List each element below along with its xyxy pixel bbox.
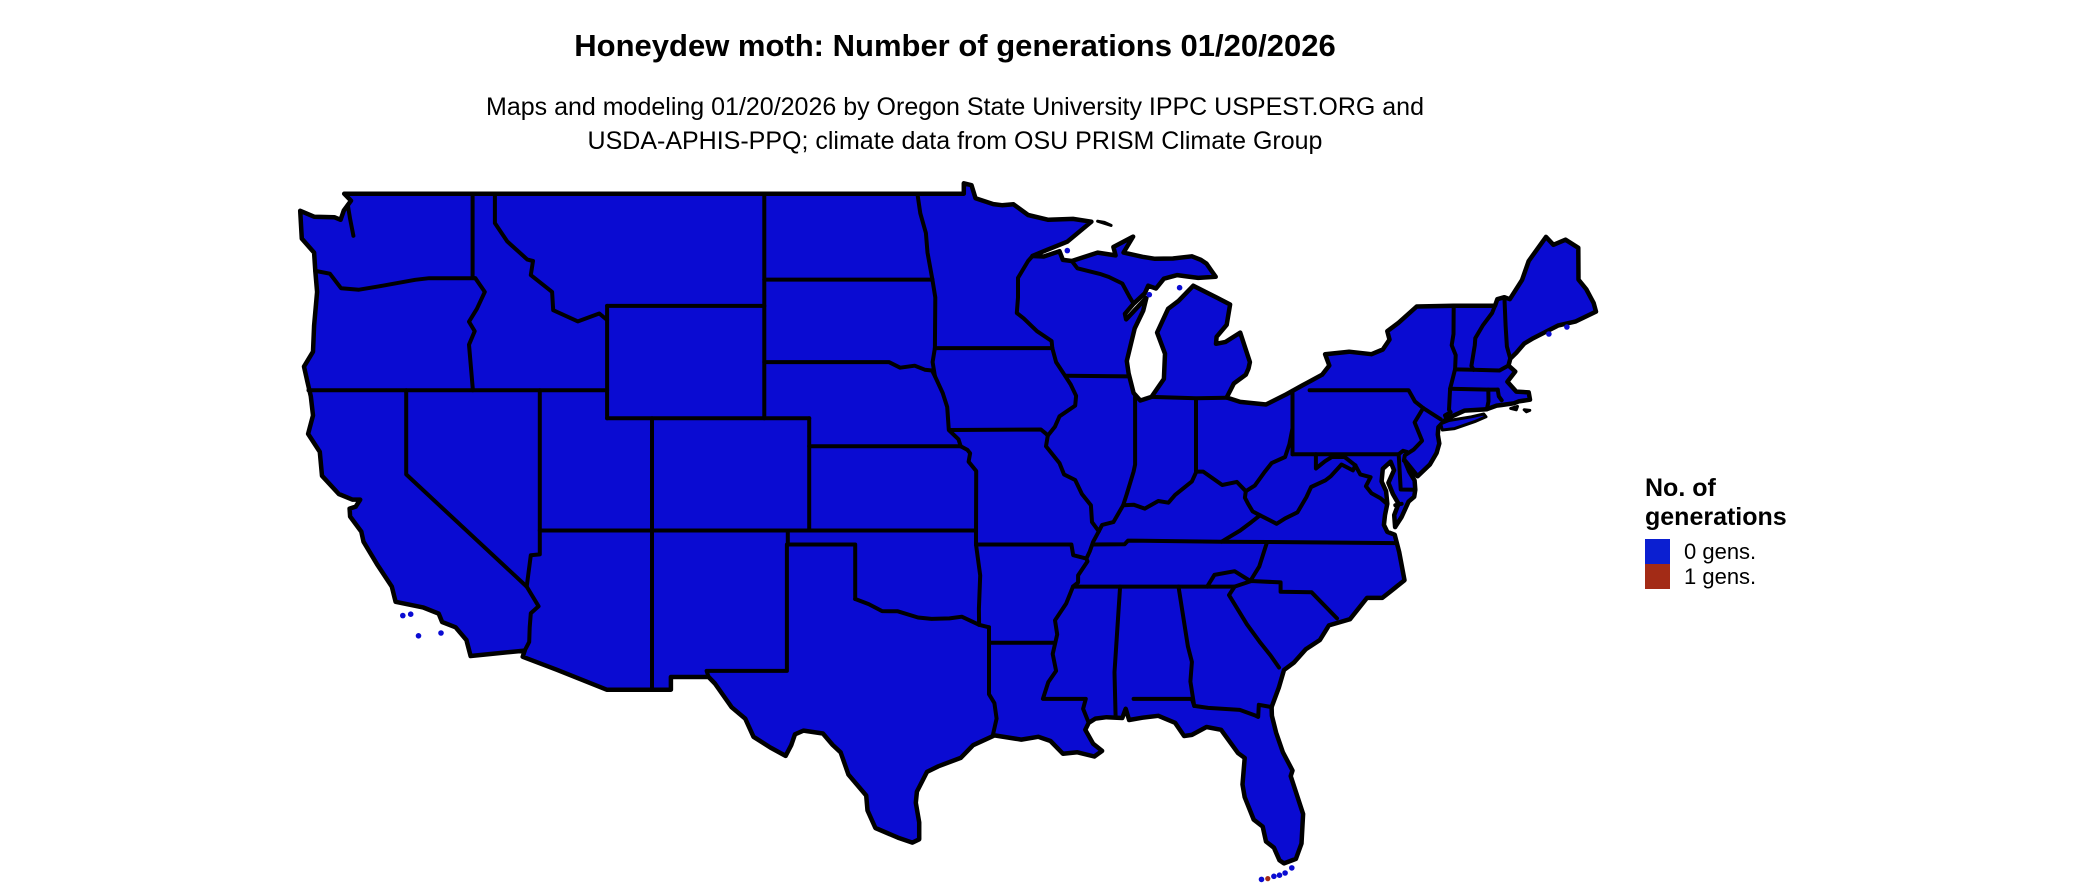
header: Honeydew moth: Number of generations 01/… bbox=[0, 28, 1910, 158]
legend-swatch-0-gens bbox=[1645, 539, 1670, 564]
legend-title: No. of generations bbox=[1645, 474, 1787, 532]
marthas-vineyard bbox=[1509, 404, 1519, 412]
island-speck bbox=[438, 630, 444, 636]
state-border bbox=[958, 444, 979, 547]
island-speck bbox=[1146, 291, 1153, 298]
state-border bbox=[704, 542, 789, 679]
state-border bbox=[1258, 462, 1358, 526]
legend-title-line2: generations bbox=[1645, 503, 1787, 531]
island-speck bbox=[1282, 870, 1288, 876]
state-border bbox=[1176, 584, 1197, 708]
one-gens-marker-florida-keys bbox=[1265, 876, 1271, 882]
island-speck bbox=[1271, 873, 1277, 880]
state-border bbox=[1495, 387, 1504, 403]
legend: No. of generations 0 gens. 1 gens. bbox=[1645, 474, 1787, 589]
state-border bbox=[1448, 386, 1500, 392]
state-border bbox=[1063, 373, 1132, 379]
legend-item-1-gens: 1 gens. bbox=[1645, 564, 1787, 589]
state-border bbox=[492, 191, 610, 324]
legend-label-1-gens: 1 gens. bbox=[1684, 563, 1757, 589]
legend-swatch-1-gens bbox=[1645, 564, 1670, 589]
island-speck bbox=[1289, 865, 1295, 871]
state-border bbox=[1014, 254, 1101, 725]
state-border bbox=[930, 346, 963, 449]
state-border bbox=[313, 268, 478, 292]
state-border bbox=[853, 597, 991, 630]
legend-title-line1: No. of bbox=[1645, 474, 1716, 502]
state-border bbox=[1307, 388, 1426, 411]
state-border bbox=[915, 191, 935, 282]
state-border bbox=[1121, 426, 1295, 511]
state-border bbox=[1069, 259, 1136, 306]
state-border bbox=[1096, 394, 1138, 534]
state-border bbox=[1227, 584, 1281, 670]
isle-royale bbox=[1096, 219, 1113, 227]
nantucket bbox=[1522, 408, 1532, 414]
state-border bbox=[345, 202, 356, 238]
state-border bbox=[1443, 303, 1458, 421]
island-speck bbox=[1276, 872, 1283, 878]
state-border bbox=[785, 528, 858, 601]
long-island bbox=[1439, 412, 1488, 432]
island-speck bbox=[1064, 247, 1071, 254]
us-outline bbox=[297, 181, 1599, 866]
map-attribution-line2: USDA-APHIS-PPQ; climate data from OSU PR… bbox=[587, 127, 1323, 155]
state-border bbox=[1353, 463, 1389, 506]
state-border bbox=[1149, 394, 1229, 401]
state-border bbox=[1090, 538, 1399, 547]
map-attribution: Maps and modeling 01/20/2026 by Oregon S… bbox=[0, 90, 1910, 158]
state-border bbox=[974, 542, 983, 627]
state-border bbox=[1219, 489, 1262, 544]
state-border bbox=[404, 388, 541, 653]
legend-item-0-gens: 0 gens. bbox=[1645, 539, 1787, 564]
state-border bbox=[1396, 452, 1418, 492]
state-border bbox=[1205, 540, 1270, 589]
state-border bbox=[1502, 295, 1513, 361]
state-border bbox=[1484, 387, 1491, 412]
island-speck bbox=[1176, 284, 1183, 291]
map-title: Honeydew moth: Number of generations 01/… bbox=[574, 28, 1336, 63]
legend-label-0-gens: 0 gens. bbox=[1684, 538, 1757, 564]
us-map bbox=[297, 181, 1599, 883]
state-border bbox=[524, 388, 542, 589]
map-attribution-line1: Maps and modeling 01/20/2026 by Oregon S… bbox=[486, 93, 1424, 121]
state-border bbox=[987, 625, 999, 738]
state-border bbox=[1393, 501, 1404, 508]
island-speck bbox=[400, 612, 406, 619]
island-speck bbox=[407, 611, 414, 617]
state-border bbox=[974, 542, 1089, 561]
state-border bbox=[1421, 406, 1443, 422]
legend-items: 0 gens. 1 gens. bbox=[1645, 539, 1787, 589]
state-border bbox=[1131, 696, 1274, 719]
state-border bbox=[1396, 448, 1409, 457]
island-speck bbox=[415, 633, 422, 639]
state-border bbox=[1401, 406, 1426, 463]
state-border bbox=[1232, 579, 1339, 621]
island-speck bbox=[1546, 331, 1552, 337]
state-border bbox=[930, 277, 938, 351]
island-speck bbox=[1564, 324, 1570, 330]
state-border bbox=[467, 191, 487, 393]
state-border bbox=[1469, 303, 1497, 372]
island-speck bbox=[1258, 876, 1265, 883]
state-border bbox=[1471, 363, 1511, 373]
state-border bbox=[1313, 452, 1358, 471]
state-border bbox=[1112, 584, 1123, 719]
